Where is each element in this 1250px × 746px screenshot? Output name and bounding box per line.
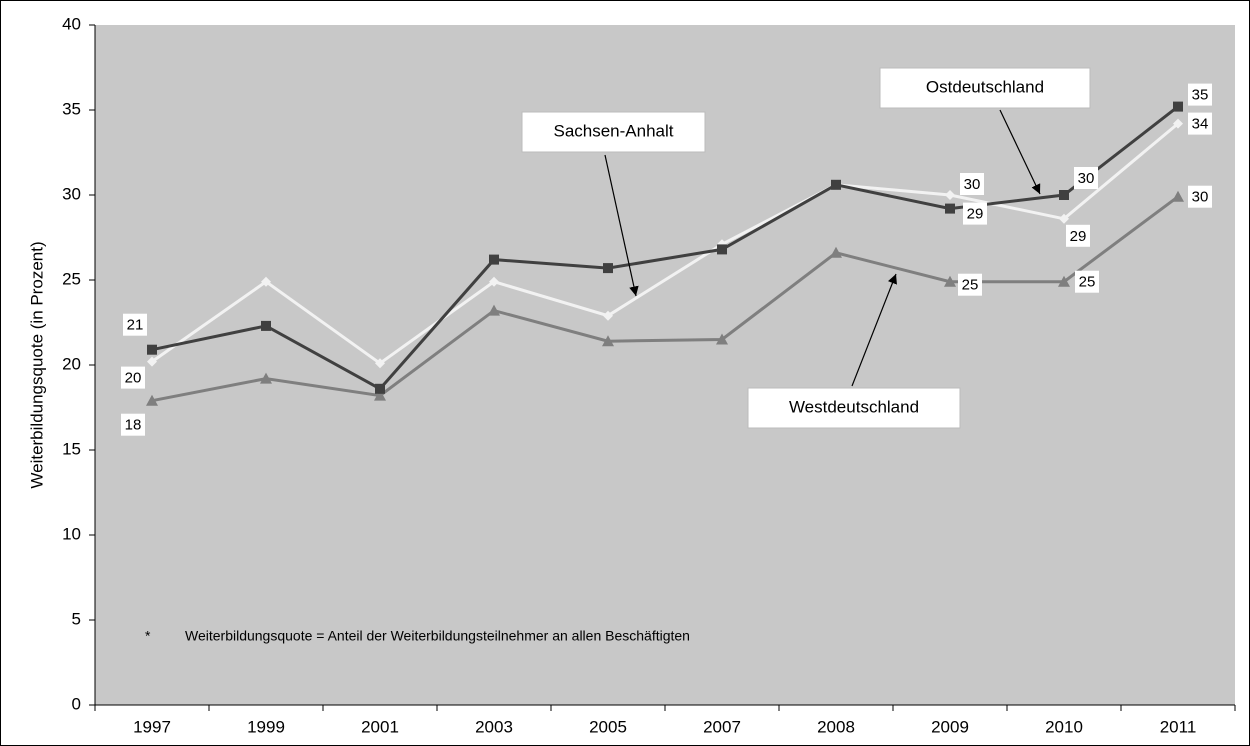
marker (602, 335, 614, 347)
legend-label: Westdeutschland (789, 397, 919, 416)
note-marker: * (145, 628, 151, 644)
marker (489, 254, 499, 265)
data-label: 30 (1078, 170, 1095, 187)
data-label-box (123, 313, 147, 336)
legend-arrow (999, 109, 1041, 195)
x-tick-label: 2001 (361, 717, 399, 736)
marker (944, 275, 956, 287)
marker (603, 263, 613, 274)
marker (488, 304, 500, 316)
y-tick-label: 20 (62, 354, 81, 373)
marker (146, 394, 158, 406)
marker (1058, 275, 1070, 287)
data-label-box (121, 413, 145, 436)
y-tick-label: 35 (62, 99, 81, 118)
y-axis-label: Weiterbildungsquote (in Prozent) (27, 241, 46, 488)
data-label: 25 (1079, 274, 1096, 291)
data-label: 34 (1192, 116, 1209, 133)
data-label-box (1066, 224, 1090, 247)
x-tick-label: 2007 (703, 717, 741, 736)
y-tick-label: 10 (62, 524, 81, 543)
x-tick-label: 1999 (247, 717, 285, 736)
x-tick-label: 2009 (931, 717, 969, 736)
marker (831, 179, 841, 190)
data-label: 21 (127, 317, 144, 334)
y-tick-label: 15 (62, 439, 81, 458)
data-label: 35 (1192, 87, 1209, 104)
data-label-box (1074, 167, 1098, 189)
data-label: 30 (964, 176, 981, 193)
data-label-box (960, 173, 984, 195)
note-text: Weiterbildungsquote = Anteil der Weiterb… (185, 628, 690, 644)
y-tick-label: 5 (72, 609, 81, 628)
data-label-box (1188, 185, 1212, 208)
marker (717, 244, 727, 255)
data-label: 29 (1070, 228, 1087, 245)
marker (261, 276, 271, 287)
marker (1173, 118, 1183, 129)
legend-arrow (851, 273, 897, 387)
x-tick-label: 2008 (817, 717, 855, 736)
marker (375, 383, 385, 394)
data-label-box (1188, 112, 1212, 135)
marker (260, 372, 272, 384)
marker (716, 333, 728, 345)
data-label: 20 (125, 370, 142, 387)
marker (1059, 213, 1069, 224)
y-tick-label: 0 (72, 694, 81, 713)
x-tick-label: 2011 (1160, 717, 1197, 736)
y-tick-label: 30 (62, 184, 81, 203)
series-line (151, 195, 1179, 403)
data-label: 18 (125, 417, 142, 434)
marker (1172, 190, 1184, 202)
legend-label: Sachsen-Anhalt (553, 121, 673, 140)
legend-label: Ostdeutschland (926, 77, 1044, 96)
marker (374, 389, 386, 401)
marker (1173, 101, 1183, 112)
data-label-box (958, 273, 982, 296)
data-label: 30 (1192, 189, 1209, 206)
marker (375, 358, 385, 369)
marker (261, 320, 271, 331)
series-line (151, 105, 1179, 391)
marker (945, 203, 955, 214)
marker (945, 190, 955, 200)
marker (147, 356, 157, 367)
marker (147, 344, 157, 355)
data-label-box (963, 202, 987, 225)
series-line (151, 122, 1179, 366)
x-tick-label: 2003 (475, 717, 513, 736)
data-label-box (1188, 83, 1212, 106)
data-label: 25 (962, 277, 979, 294)
x-tick-label: 2005 (589, 717, 627, 736)
y-tick-label: 40 (62, 14, 81, 33)
x-tick-label: 1997 (133, 717, 171, 736)
data-label: 29 (967, 206, 984, 223)
legend-arrow (604, 154, 639, 297)
legend-box (521, 111, 706, 153)
marker (830, 246, 842, 258)
marker (489, 276, 499, 287)
data-label-box (1075, 270, 1099, 293)
legend-box (747, 387, 961, 429)
legend-box (879, 67, 1091, 109)
y-tick-label: 25 (62, 269, 81, 288)
data-label-box (121, 366, 145, 389)
marker (603, 310, 613, 321)
marker (1059, 190, 1069, 200)
x-tick-label: 2010 (1045, 717, 1083, 736)
